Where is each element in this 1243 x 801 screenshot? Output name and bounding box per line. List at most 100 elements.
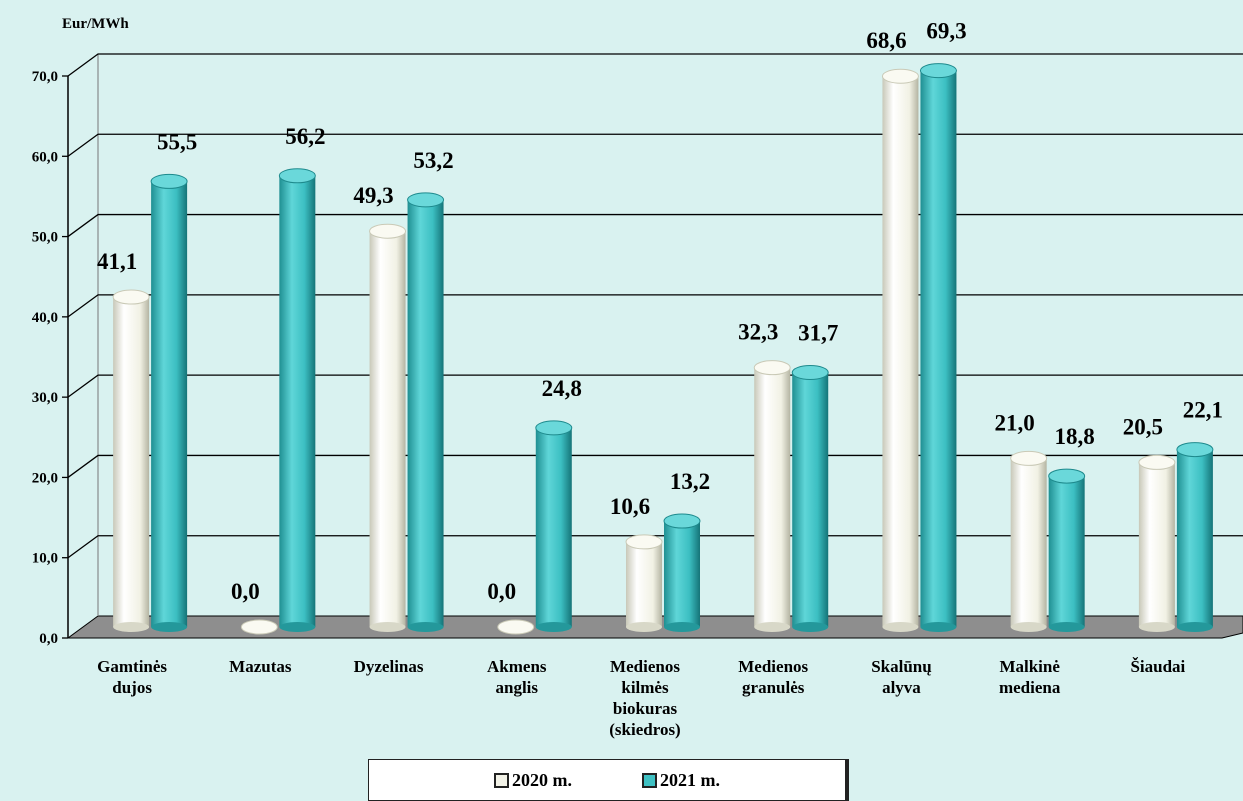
data-label-2021: 69,3 <box>926 19 966 44</box>
bar-body-2021 <box>535 427 572 627</box>
data-label-2020: 20,5 <box>1123 414 1163 439</box>
data-label-2020: 0,0 <box>487 579 516 604</box>
bar-2020-4 <box>625 534 663 632</box>
bar-body-2020 <box>882 76 919 628</box>
bar-base-2021 <box>279 622 316 632</box>
y-axis-unit-label: Eur/MWh <box>62 16 129 32</box>
bar-base-2021 <box>151 622 188 632</box>
legend-label-2020: 2020 m. <box>512 769 572 790</box>
bar-cap-2020 <box>240 619 278 635</box>
bar-body-2020 <box>1138 462 1175 627</box>
data-label-2021: 13,2 <box>670 469 710 494</box>
axis-layer: 0,0 10,0 20,0 30,0 40,0 50,0 60,0 70,0 <box>32 69 69 647</box>
bar-cap-2021 <box>919 63 957 79</box>
data-label-2021: 24,8 <box>542 376 582 401</box>
category-label: Mazutas <box>229 657 292 676</box>
data-label-2020: 21,0 <box>995 410 1035 435</box>
data-label-2020: 10,6 <box>610 494 650 519</box>
bar-2020-1 <box>240 619 278 635</box>
category-label: Skalūnų alyva <box>871 657 932 697</box>
bar-cap-2021 <box>407 192 445 208</box>
bar-cap-2021 <box>535 420 573 436</box>
category-label: Šiaudai <box>1130 657 1185 676</box>
legend-swatch-2020 <box>494 772 509 788</box>
y-tick-label: 30,0 <box>32 390 58 406</box>
bar-2021-7 <box>1048 468 1086 632</box>
bar-body-2021 <box>1176 449 1213 627</box>
bar-cap-2020 <box>112 289 150 305</box>
bar-base-2020 <box>754 622 791 632</box>
bar-body-2020 <box>626 541 662 627</box>
bar-2020-8 <box>1138 454 1176 632</box>
y-tick-label: 60,0 <box>32 149 58 165</box>
gridline <box>67 53 1243 77</box>
bar-base-2021 <box>535 622 572 632</box>
bar-base-2020 <box>1010 622 1047 632</box>
y-tick-label: 10,0 <box>32 551 58 567</box>
bar-2020-3 <box>497 619 535 635</box>
data-label-2020: 32,3 <box>738 320 778 345</box>
category-label: Akmens anglis <box>487 657 547 697</box>
category-label: Malkinė mediena <box>999 657 1061 697</box>
legend-item-2021: 2021 m. <box>642 770 720 791</box>
bar-2021-4 <box>663 513 701 632</box>
bar-cap-2021 <box>1048 468 1086 484</box>
bar-layer <box>112 63 1214 635</box>
y-tick-label: 70,0 <box>32 69 58 85</box>
bar-2020-7 <box>1010 450 1048 632</box>
category-label: Medienos granulės <box>738 657 808 697</box>
bar-cap-2021 <box>278 168 316 184</box>
gridline <box>67 454 1243 478</box>
bar-2021-3 <box>535 420 573 632</box>
bar-body-2021 <box>920 70 957 628</box>
gridline <box>67 535 1243 559</box>
category-label: Dyzelinas <box>354 657 424 676</box>
bar-base-2020 <box>626 622 662 632</box>
bar-2021-2 <box>407 192 445 632</box>
bar-cap-2020 <box>369 223 407 239</box>
data-label-2020: 49,3 <box>353 183 393 208</box>
category-label: Gamtinės dujos <box>97 657 167 697</box>
bar-2020-2 <box>369 223 407 632</box>
gridline <box>67 213 1243 238</box>
data-label-2021: 18,8 <box>1055 424 1095 449</box>
bar-base-2021 <box>664 622 700 632</box>
bar-cap-2020 <box>1138 454 1176 470</box>
bar-body-2021 <box>664 521 700 627</box>
legend-swatch-2021 <box>642 772 657 788</box>
bar-base-2021 <box>792 622 829 632</box>
y-tick-label: 50,0 <box>32 230 58 246</box>
bar-2020-6 <box>881 68 919 632</box>
bar-body-2021 <box>1048 476 1085 627</box>
bar-cap-2021 <box>1176 442 1214 458</box>
bar-2021-1 <box>278 168 316 632</box>
data-label-2021: 55,5 <box>157 129 197 154</box>
bar-2021-8 <box>1176 442 1214 632</box>
data-label-2021: 56,2 <box>285 124 325 149</box>
bar-cap-2021 <box>663 513 701 529</box>
bar-2021-0 <box>150 173 188 632</box>
bar-cap-2021 <box>791 364 829 380</box>
data-label-2021: 22,1 <box>1183 398 1223 423</box>
bar-base-2021 <box>1048 622 1085 632</box>
bar-body-2021 <box>151 181 188 627</box>
bar-base-2020 <box>1138 622 1175 632</box>
bar-cap-2020 <box>753 360 791 376</box>
legend-label-2021: 2021 m. <box>660 769 720 790</box>
data-label-2020: 0,0 <box>231 579 260 604</box>
bar-body-2020 <box>369 231 406 628</box>
bar-base-2020 <box>369 622 406 632</box>
legend: 2020 m. 2021 m. <box>368 759 846 801</box>
bar-2021-5 <box>791 364 829 632</box>
bar-2021-6 <box>919 63 957 632</box>
bar-cap-2020 <box>625 534 663 550</box>
legend-item-2020: 2020 m. <box>494 770 572 791</box>
bar-base-2021 <box>1176 622 1213 632</box>
data-label-2021: 53,2 <box>413 148 453 173</box>
bar-body-2021 <box>407 199 444 627</box>
bar-base-2020 <box>113 622 150 632</box>
gridline <box>67 294 1243 318</box>
gridline <box>67 133 1243 157</box>
label-layer: 41,1 55,5 Gamtinės dujos 0,0 56,2 Mazutas 49,3 5… <box>97 19 1223 739</box>
